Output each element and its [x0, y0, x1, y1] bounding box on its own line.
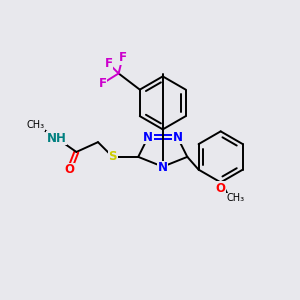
Text: N: N — [143, 131, 153, 144]
Text: NH: NH — [47, 132, 67, 145]
Text: O: O — [216, 182, 226, 195]
Text: S: S — [109, 150, 117, 164]
Text: O: O — [64, 163, 74, 176]
Text: F: F — [99, 77, 107, 90]
Text: N: N — [158, 161, 168, 174]
Text: CH₃: CH₃ — [226, 193, 244, 203]
Text: F: F — [118, 51, 127, 64]
Text: F: F — [105, 57, 113, 70]
Text: N: N — [172, 131, 182, 144]
Text: CH₃: CH₃ — [26, 121, 44, 130]
